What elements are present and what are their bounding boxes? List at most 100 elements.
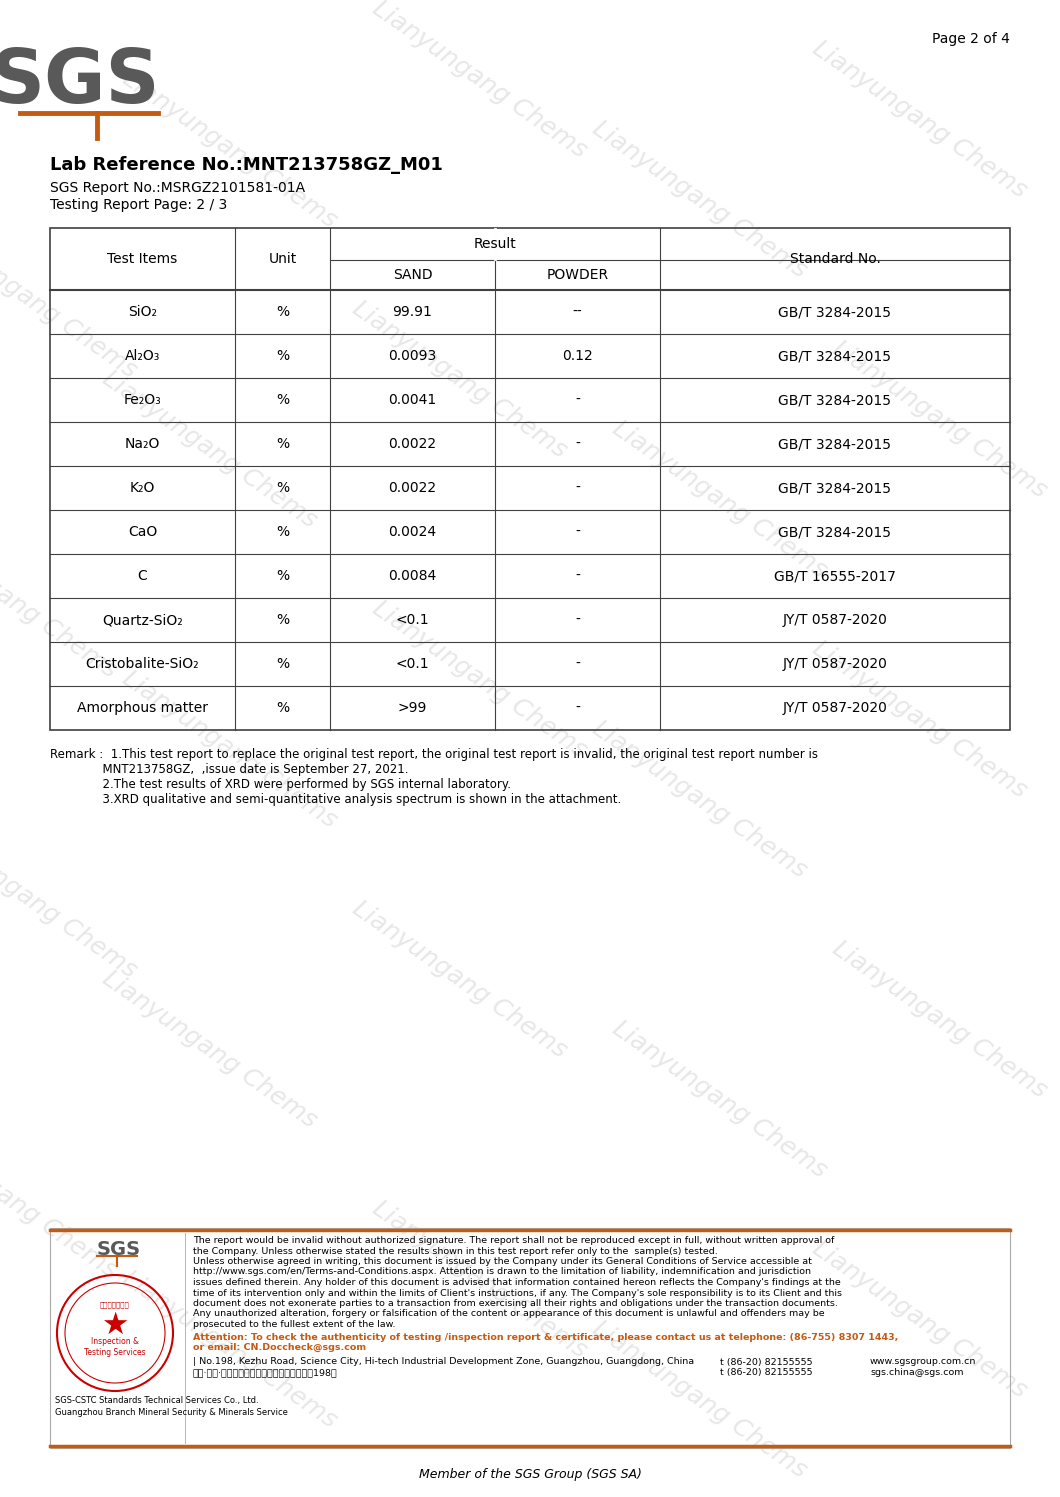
Text: GB/T 3284-2015: GB/T 3284-2015 [778,437,891,451]
Text: Lianyungang Chems: Lianyungang Chems [119,666,341,834]
Text: Testing Report Page: 2 / 3: Testing Report Page: 2 / 3 [50,198,227,213]
Text: Lianyungang Chems: Lianyungang Chems [99,967,321,1133]
Text: -: - [576,612,580,627]
Text: JY/T 0587-2020: JY/T 0587-2020 [782,701,887,716]
Text: Lianyungang Chems: Lianyungang Chems [828,937,1052,1103]
Text: Amorphous matter: Amorphous matter [77,701,208,716]
Text: Attention: To check the authenticity of testing /inspection report & certificate: Attention: To check the authenticity of … [193,1332,899,1341]
Text: -: - [576,525,580,539]
Text: or email: CN.Doccheck@sgs.com: or email: CN.Doccheck@sgs.com [193,1343,366,1352]
Text: Na₂O: Na₂O [125,437,160,451]
Text: -: - [576,437,580,451]
Text: 2.The test results of XRD were performed by SGS internal laboratory.: 2.The test results of XRD were performed… [50,778,511,790]
Text: Lianyungang Chems: Lianyungang Chems [809,636,1031,804]
Text: %: % [276,305,289,319]
Text: 0.0022: 0.0022 [388,481,437,496]
Text: Lianyungang Chems: Lianyungang Chems [99,367,321,533]
Text: Lianyungang Chems: Lianyungang Chems [0,516,122,683]
Text: t (86-20) 82155555: t (86-20) 82155555 [720,1368,813,1377]
Text: -: - [576,569,580,582]
Text: Lab Reference No.:MNT213758GZ_M01: Lab Reference No.:MNT213758GZ_M01 [50,156,443,174]
Text: C: C [138,569,147,582]
Text: Lianyungang Chems: Lianyungang Chems [0,1117,122,1283]
Text: Lianyungang Chems: Lianyungang Chems [0,217,142,383]
Text: GB/T 3284-2015: GB/T 3284-2015 [778,349,891,362]
Text: The report would be invalid without authorized signature. The report shall not b: The report would be invalid without auth… [193,1237,834,1246]
Text: Fe₂O₃: Fe₂O₃ [124,394,161,407]
Text: MNT213758GZ,  ,issue date is September 27, 2021.: MNT213758GZ, ,issue date is September 27… [50,763,408,775]
Text: Guangzhou Branch Mineral Security & Minerals Service: Guangzhou Branch Mineral Security & Mine… [55,1409,288,1418]
Text: SiO₂: SiO₂ [128,305,157,319]
Text: -: - [576,481,580,496]
Text: <0.1: <0.1 [395,612,429,627]
Text: SGS Report No.:MSRGZ2101581-01A: SGS Report No.:MSRGZ2101581-01A [50,181,305,195]
Text: Inspection &
Testing Services: Inspection & Testing Services [84,1337,146,1356]
Text: Al₂O₃: Al₂O₃ [125,349,160,362]
Text: sgs.china@sgs.com: sgs.china@sgs.com [870,1368,964,1377]
Text: SGS: SGS [98,1240,141,1259]
Text: Lianyungang Chems: Lianyungang Chems [809,1237,1031,1403]
Text: GB/T 16555-2017: GB/T 16555-2017 [774,569,896,582]
Text: 检验检测专用章: 检验检测专用章 [100,1302,130,1308]
Text: | No.198, Kezhu Road, Science City, Hi-tech Industrial Development Zone, Guangzh: | No.198, Kezhu Road, Science City, Hi-t… [193,1358,694,1367]
Text: Standard No.: Standard No. [790,251,881,266]
Text: SGS: SGS [0,45,160,118]
Text: 0.0084: 0.0084 [388,569,437,582]
Text: GB/T 3284-2015: GB/T 3284-2015 [778,305,891,319]
Text: %: % [276,525,289,539]
Text: Lianyungang Chems: Lianyungang Chems [119,67,341,234]
Text: Lianyungang Chems: Lianyungang Chems [588,1317,812,1484]
Text: Cristobalite-SiO₂: Cristobalite-SiO₂ [86,657,199,671]
Text: POWDER: POWDER [547,268,608,281]
Text: %: % [276,349,289,362]
Text: Member of the SGS Group (SGS SA): Member of the SGS Group (SGS SA) [419,1469,641,1481]
Text: Lianyungang Chems: Lianyungang Chems [809,37,1031,204]
Text: <0.1: <0.1 [395,657,429,671]
Text: 3.XRD qualitative and semi-quantitative analysis spectrum is shown in the attach: 3.XRD qualitative and semi-quantitative … [50,793,621,805]
Text: %: % [276,701,289,716]
Text: %: % [276,481,289,496]
Text: Test Items: Test Items [107,251,178,266]
Text: -: - [576,394,580,407]
Text: Lianyungang Chems: Lianyungang Chems [369,1196,591,1364]
Text: >99: >99 [398,701,427,716]
Text: 0.0041: 0.0041 [388,394,437,407]
Text: %: % [276,437,289,451]
Text: GB/T 3284-2015: GB/T 3284-2015 [778,394,891,407]
Text: Any unauthorized alteration, forgery or falsification of the content or appearan: Any unauthorized alteration, forgery or … [193,1310,825,1319]
Text: Lianyungang Chems: Lianyungang Chems [349,296,571,463]
Text: GB/T 3284-2015: GB/T 3284-2015 [778,481,891,496]
Text: %: % [276,657,289,671]
Text: Lianyungang Chems: Lianyungang Chems [119,1266,341,1433]
Text: 0.0022: 0.0022 [388,437,437,451]
Text: Lianyungang Chems: Lianyungang Chems [369,597,591,763]
Text: Unless otherwise agreed in writing, this document is issued by the Company under: Unless otherwise agreed in writing, this… [193,1257,812,1266]
Text: time of its intervention only and within the limits of Client's instructions, if: time of its intervention only and within… [193,1289,842,1298]
Text: document does not exonerate parties to a transaction from exercising all their r: document does not exonerate parties to a… [193,1299,837,1308]
Text: www.sgsgroup.com.cn: www.sgsgroup.com.cn [870,1358,976,1367]
Text: Quartz-SiO₂: Quartz-SiO₂ [102,612,183,627]
Bar [50,1228,1010,1448]
Text: SGS-CSTC Standards Technical Services Co., Ltd.: SGS-CSTC Standards Technical Services Co… [55,1397,259,1406]
Text: issues defined therein. Any holder of this document is advised that information : issues defined therein. Any holder of th… [193,1278,841,1287]
Text: Remark :  1.This test report to replace the original test report, the original t: Remark : 1.This test report to replace t… [50,748,818,760]
Text: t (86-20) 82155555: t (86-20) 82155555 [720,1358,813,1367]
Text: -: - [576,657,580,671]
Text: %: % [276,612,289,627]
Text: K₂O: K₂O [129,481,155,496]
Text: Lianyungang Chems: Lianyungang Chems [588,717,812,883]
Text: the Company. Unless otherwise stated the results shown in this test report refer: the Company. Unless otherwise stated the… [193,1247,718,1256]
Text: JY/T 0587-2020: JY/T 0587-2020 [782,612,887,627]
Text: GB/T 3284-2015: GB/T 3284-2015 [778,525,891,539]
Text: Lianyungang Chems: Lianyungang Chems [608,1016,832,1183]
Text: prosecuted to the fullest extent of the law.: prosecuted to the fullest extent of the … [193,1320,395,1329]
Text: -: - [576,701,580,716]
Text: %: % [276,394,289,407]
Text: --: -- [572,305,582,319]
Text: http://www.sgs.com/en/Terms-and-Conditions.aspx. Attention is drawn to the limit: http://www.sgs.com/en/Terms-and-Conditio… [193,1268,811,1277]
Text: 99.91: 99.91 [392,305,432,319]
Text: Lianyungang Chems: Lianyungang Chems [0,817,142,984]
Text: 0.12: 0.12 [562,349,593,362]
Text: Lianyungang Chems: Lianyungang Chems [828,337,1052,503]
Text: Page 2 of 4: Page 2 of 4 [932,31,1010,46]
